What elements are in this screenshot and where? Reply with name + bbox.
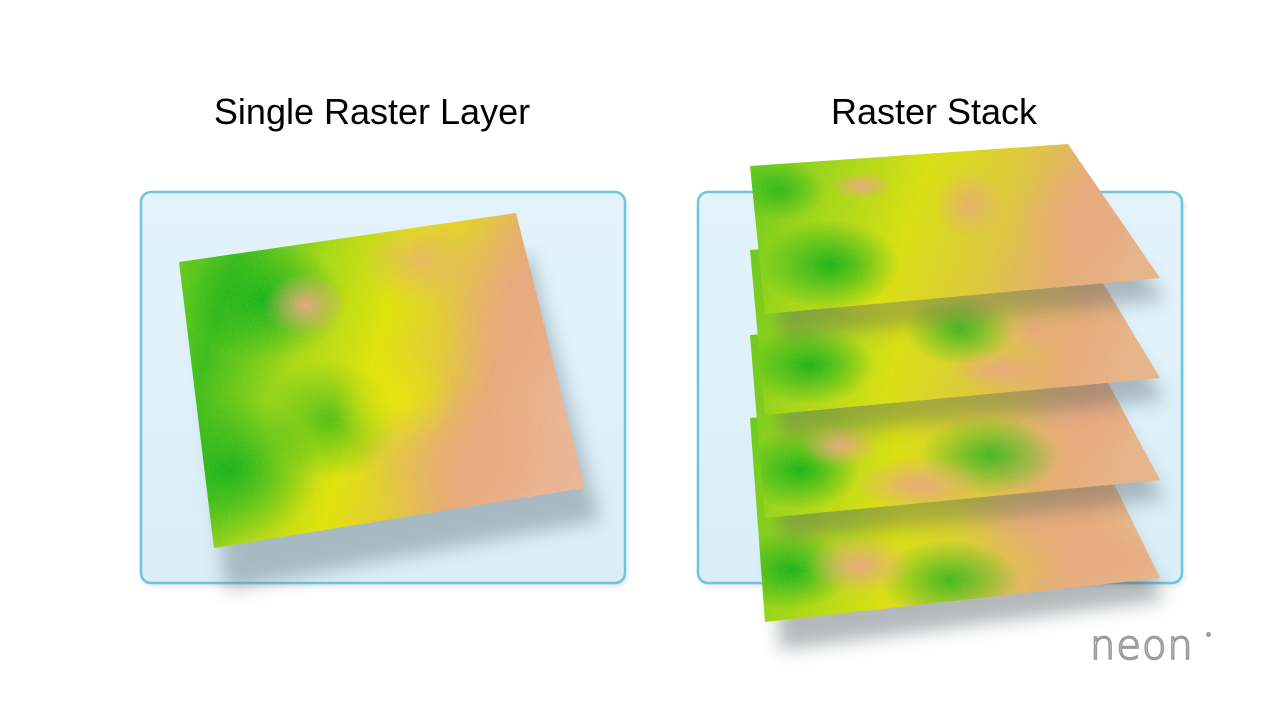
raster-stack — [730, 138, 1170, 650]
logo-registered-dot — [1206, 632, 1211, 637]
neon-logo: neon — [1090, 626, 1194, 666]
